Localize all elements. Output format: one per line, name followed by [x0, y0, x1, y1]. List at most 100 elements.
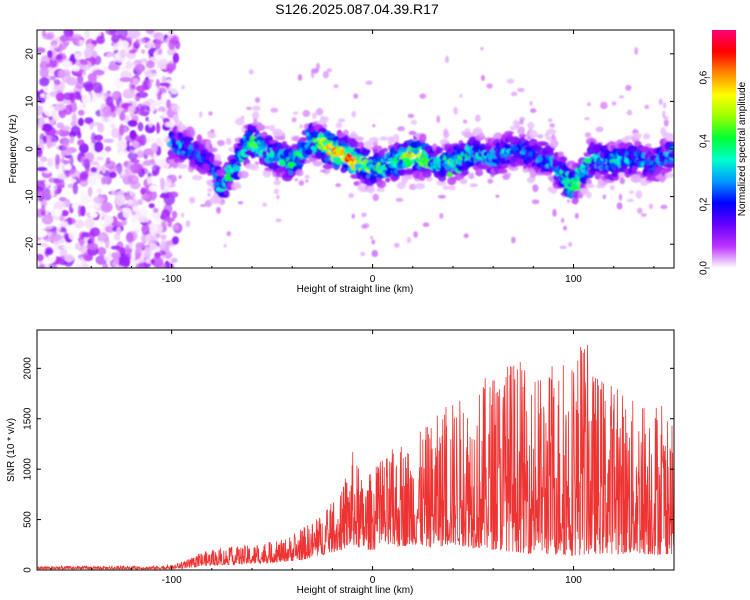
ridge-blob: [538, 141, 549, 146]
scatter-blob: [422, 222, 430, 227]
noise-blob: [167, 48, 177, 56]
ridge-blob: [277, 136, 286, 141]
noise-blob: [79, 239, 84, 247]
scatter-blob: [395, 197, 404, 202]
noise-blob: [116, 247, 128, 253]
noise-blob: [80, 189, 86, 199]
scatter-blob: [618, 95, 625, 99]
noise-blob: [46, 139, 53, 149]
noise-blob: [107, 251, 113, 261]
noise-blob: [135, 242, 145, 249]
scatter-blob: [634, 47, 639, 56]
noise-blob: [153, 207, 159, 213]
scatter-blob: [361, 212, 367, 218]
noise-blob: [37, 189, 45, 198]
noise-blob: [66, 76, 78, 86]
noise-blob: [95, 43, 101, 53]
noise-blob: [132, 195, 139, 200]
ridge-blob: [635, 190, 643, 199]
scatter-blob: [506, 172, 512, 177]
noise-blob: [145, 257, 152, 264]
y-tick-label: 0: [25, 146, 36, 152]
noise-blob: [138, 111, 150, 116]
ridge-blob: [559, 156, 568, 163]
snr-ylabel: SNR (10 * v/v): [6, 418, 17, 482]
ridge-blob: [223, 189, 230, 196]
scatter-blob: [297, 74, 303, 81]
scatter-blob: [517, 87, 525, 93]
scatter-blob: [353, 93, 359, 99]
noise-blob: [37, 47, 46, 54]
ridge-blob: [311, 112, 317, 119]
scatter-blob: [225, 138, 232, 145]
ridge-blob: [299, 137, 308, 142]
noise-blob: [74, 52, 82, 60]
noise-blob: [42, 86, 49, 92]
ridge-blob: [478, 132, 485, 138]
noise-blob: [105, 30, 117, 36]
noise-blob: [40, 204, 46, 216]
y-tick-label: 20: [25, 48, 36, 60]
snr-frame: [36, 329, 675, 571]
noise-blob: [138, 135, 145, 144]
noise-blob: [40, 55, 50, 65]
scatter-blob: [548, 118, 553, 123]
noise-blob: [58, 43, 63, 53]
noise-blob: [171, 70, 178, 80]
noise-blob: [111, 252, 121, 259]
noise-blob: [120, 49, 126, 58]
noise-blob: [89, 227, 101, 237]
scatter-blob: [319, 169, 327, 173]
scatter-blob: [372, 124, 376, 128]
noise-blob: [137, 199, 143, 206]
noise-blob: [84, 83, 94, 92]
ridge-blob: [558, 151, 564, 158]
ridge-blob: [190, 128, 196, 138]
scatter-blob: [360, 251, 365, 257]
ridge-blob: [436, 180, 447, 186]
ridge-blob: [230, 158, 238, 163]
ridge-blob: [172, 113, 179, 123]
noise-blob: [155, 246, 161, 253]
colorbar-gradient: [712, 30, 736, 268]
noise-blob: [102, 262, 109, 268]
noise-blob: [154, 252, 161, 259]
noise-blob: [166, 262, 175, 268]
y-tick-label: 500: [23, 511, 34, 528]
scatter-blob: [660, 204, 668, 210]
noise-blob: [101, 176, 107, 185]
noise-blob: [168, 191, 179, 199]
ridge-blob: [207, 132, 217, 139]
noise-blob: [42, 33, 53, 40]
noise-blob: [132, 77, 139, 86]
noise-blob: [76, 100, 84, 109]
ridge-blob: [609, 184, 616, 191]
noise-blob: [61, 60, 73, 68]
scatter-blob: [562, 225, 568, 231]
ridge-blob: [436, 147, 444, 152]
noise-blob: [151, 256, 164, 268]
noise-blob: [40, 93, 45, 98]
noise-blob: [50, 116, 60, 121]
noise-blob: [165, 250, 172, 260]
ridge-blob: [252, 105, 261, 111]
noise-blob: [144, 144, 152, 150]
colorbar: 0.0 0.2 0.4 0.6 Normalized spectral amplitu…: [699, 30, 748, 275]
ridge-blob: [585, 183, 595, 189]
ridge-blob: [536, 134, 544, 139]
ridge-blob: [512, 119, 519, 128]
scatter-blob: [453, 106, 458, 115]
scatter-blob: [226, 231, 232, 237]
scatter-blob: [552, 209, 557, 217]
noise-blob: [148, 203, 155, 209]
noise-blob: [40, 200, 48, 207]
y-tick-label: -10: [25, 189, 36, 204]
spectrogram-ylabel: Frequency (Hz): [8, 115, 19, 184]
noise-blob: [55, 92, 65, 102]
spectrogram-heat-layer: [37, 30, 674, 268]
noise-blob: [161, 92, 171, 100]
noise-blob: [89, 121, 101, 127]
noise-blob: [54, 208, 63, 217]
noise-blob: [161, 76, 167, 83]
ridge-blob: [461, 169, 469, 176]
